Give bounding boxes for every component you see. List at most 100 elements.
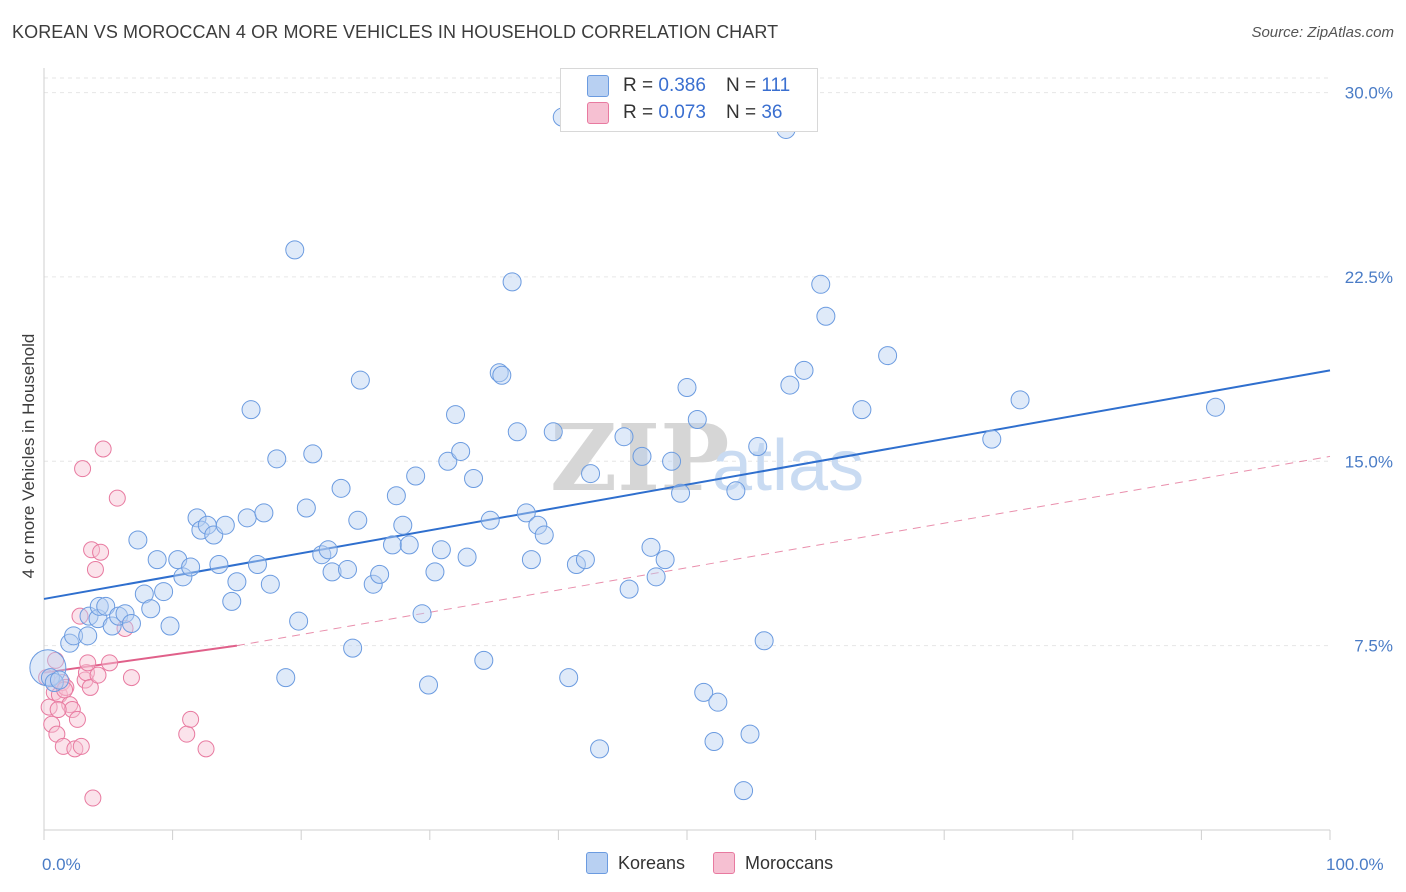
legend-r-label: R = [623,102,654,123]
korean-point [502,272,522,292]
korean-point [425,562,445,582]
korean-point [337,559,357,579]
korean-point [303,444,323,464]
korean-point [646,567,666,587]
moroccan-point [56,681,74,699]
legend-row-korean: R = 0.386 N = 111 [587,73,790,99]
korean-point [350,370,370,390]
watermark: ZIP atlas [550,404,864,512]
korean-point [318,540,338,560]
korean-point [464,468,484,488]
bottom-legend-label-moroccan: Moroccans [745,852,834,873]
korean-point [614,427,634,447]
korean-point [412,604,432,624]
korean-point [590,739,610,759]
korean-point [399,535,419,555]
korean-point [480,510,500,530]
korean-point [419,675,439,695]
korean-point [260,574,280,594]
moroccan-trend-line [43,644,238,674]
korean-point [446,405,466,425]
korean-point [754,631,774,651]
korean-point [289,611,309,631]
moroccan-trend-extension [236,455,1331,647]
korean-point [534,525,554,545]
bottom-legend-korean: Koreans [586,852,685,874]
x-tick-marks [43,830,1331,840]
korean-point [581,464,601,484]
y-tick-label: 30.0% [1345,84,1393,103]
korean-point [704,732,724,752]
korean-point [348,510,368,530]
korean-point [64,626,84,646]
korean-point [708,692,728,712]
korean-point [267,449,287,469]
moroccan-point [81,678,99,696]
bottom-legend-label-korean: Koreans [618,852,686,873]
korean-point [740,724,760,744]
korean-point [44,673,64,693]
korean-point [89,596,109,616]
korean-point [173,567,193,587]
legend-swatch-korean [587,75,609,97]
chart-title: KOREAN VS MOROCCAN 4 OR MORE VEHICLES IN… [12,22,779,42]
korean-point [386,486,406,506]
korean-point [878,346,898,366]
legend-moroccan-n: 36 [761,102,783,123]
korean-point [780,375,800,395]
moroccan-point [43,715,61,733]
moroccan-point [74,460,92,478]
korean-point [451,441,471,461]
korean-point [296,498,316,518]
legend-swatch-moroccan [587,102,609,124]
korean-point [115,604,135,624]
moroccan-point [197,740,215,758]
korean-point [619,579,639,599]
moroccan-point [182,710,200,728]
korean-point [474,650,494,670]
korean-point [528,515,548,535]
korean-point [1010,390,1030,410]
korean-point [154,582,174,602]
korean-point [322,562,342,582]
korean-point [331,478,351,498]
legend-row-moroccan: R = 0.073 N = 36 [587,100,782,126]
korean-point [575,550,595,570]
korean-point [96,596,116,616]
korean-point [457,547,477,567]
korean-point [671,483,691,503]
moroccan-point [92,543,110,561]
moroccan-point [68,710,86,728]
moroccan-point [84,789,102,807]
korean-point [187,508,207,528]
korean-point [209,555,229,575]
korean-point [181,557,201,577]
korean-point [687,410,707,430]
moroccan-point [122,669,140,687]
legend-moroccan-r: 0.073 [658,102,706,123]
korean-point [852,400,872,420]
korean-point [816,306,836,326]
korean-point [370,564,390,584]
korean-point [276,668,296,688]
korean-point [489,363,509,383]
x-tick-label-max: 100.0% [1326,855,1384,874]
moroccan-point [49,701,67,719]
y-tick-label: 22.5% [1345,268,1393,287]
moroccan-point [63,701,81,719]
korean-point [641,537,661,557]
korean-point [237,508,257,528]
legend-korean-n: 111 [761,75,791,96]
korean-point [160,616,180,636]
moroccan-point [108,489,126,507]
korean-point [406,466,426,486]
moroccan-point [178,725,196,743]
korean-point [543,422,563,442]
moroccan-point [86,560,104,578]
legend-korean-r: 0.386 [658,75,706,96]
korean-point [383,535,403,555]
korean-point [147,550,167,570]
korean-point [312,545,332,565]
korean-point [128,530,148,550]
